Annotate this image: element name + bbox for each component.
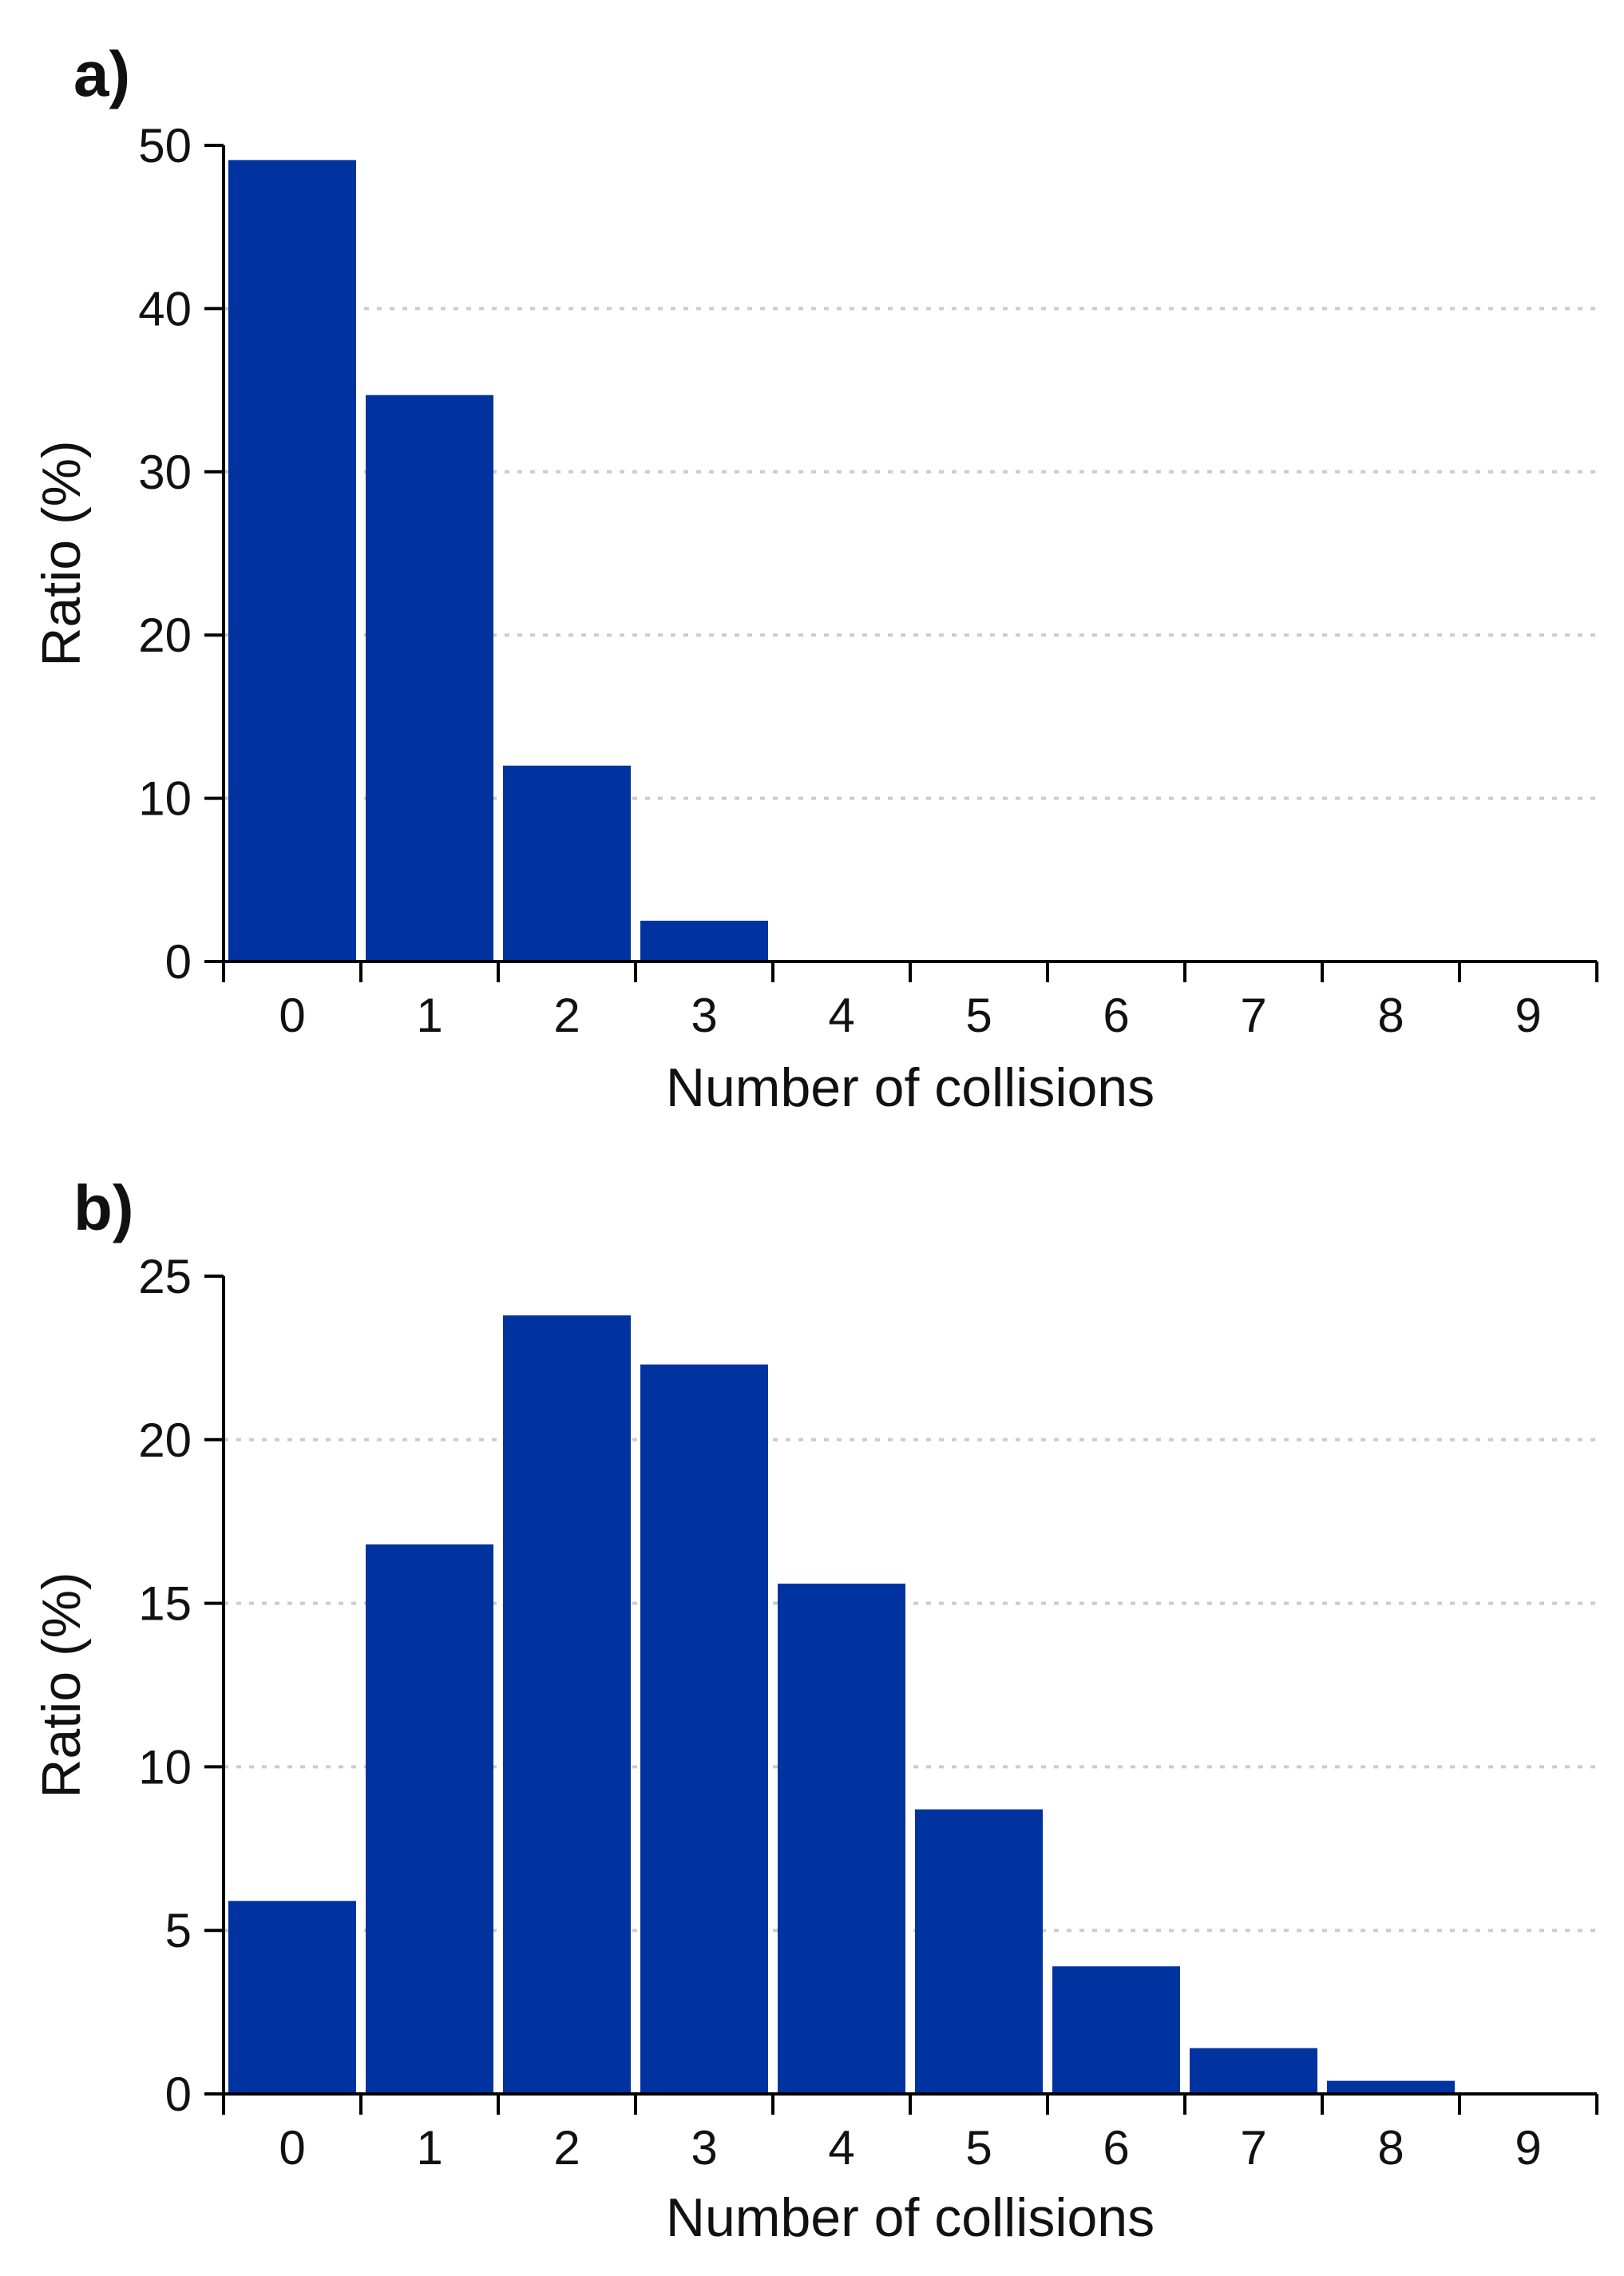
x-axis-title: Number of collisions xyxy=(666,1057,1155,1118)
x-tick-label: 9 xyxy=(1515,2121,1541,2175)
x-tick-label: 8 xyxy=(1377,989,1404,1042)
x-tick-label: 7 xyxy=(1240,2121,1266,2175)
x-tick-label: 1 xyxy=(416,2121,442,2175)
bar-6 xyxy=(1052,1966,1180,2094)
chart-panel-b: b) 0 5 10 15 20 25 0 1 2 3 4 5 6 7 8 9 Number of collisio… xyxy=(31,1172,1598,2248)
x-tick-label: 2 xyxy=(553,2121,580,2175)
x-tick-label: 5 xyxy=(965,2121,992,2175)
y-tick-label: 15 xyxy=(138,1577,192,1631)
y-tick-label: 0 xyxy=(165,935,192,989)
y-tick-label: 10 xyxy=(138,772,192,826)
bar-5 xyxy=(915,1809,1043,2094)
y-tick-label: 30 xyxy=(138,446,192,499)
y-tick-label: 5 xyxy=(165,1904,192,1957)
y-tick-label: 40 xyxy=(138,282,192,335)
panel-label: b) xyxy=(73,1172,134,1243)
x-tick-label: 6 xyxy=(1103,989,1129,1042)
bar-3 xyxy=(640,920,768,962)
x-tick-label: 4 xyxy=(828,989,854,1042)
bar-8 xyxy=(1327,2080,1455,2094)
y-axis-title: Ratio (%) xyxy=(31,1572,92,1798)
bar-0 xyxy=(228,160,356,962)
bar-4 xyxy=(778,1584,905,2094)
x-tick-label: 4 xyxy=(828,2121,854,2175)
x-tick-label: 2 xyxy=(553,989,580,1042)
y-axis-title: Ratio (%) xyxy=(31,440,92,666)
y-tick-label: 20 xyxy=(138,1414,192,1467)
y-tick-label: 20 xyxy=(138,609,192,662)
x-tick-label: 8 xyxy=(1377,2121,1404,2175)
bar-1 xyxy=(366,1544,493,2094)
y-tick-label: 10 xyxy=(138,1740,192,1794)
bar-0 xyxy=(228,1901,356,2094)
x-axis-title: Number of collisions xyxy=(666,2187,1155,2248)
x-tick-label: 3 xyxy=(691,2121,717,2175)
bar-3 xyxy=(640,1364,768,2094)
bar-1 xyxy=(366,395,493,962)
bar-2 xyxy=(503,765,631,962)
x-tick-label: 5 xyxy=(965,989,992,1042)
x-tick-label: 1 xyxy=(416,989,442,1042)
x-tick-label: 7 xyxy=(1240,989,1266,1042)
panel-label: a) xyxy=(73,38,130,109)
x-tick-label: 3 xyxy=(691,989,717,1042)
y-tick-label: 25 xyxy=(138,1250,192,1303)
chart-panel-a: a) 0 10 20 30 40 50 0 1 2 3 4 5 6 7 8 9 Number of collisi… xyxy=(31,38,1598,1118)
x-tick-label: 9 xyxy=(1515,989,1541,1042)
x-tick-label: 0 xyxy=(279,2121,305,2175)
y-tick-label: 50 xyxy=(138,119,192,172)
bar-2 xyxy=(503,1315,631,2094)
bar-7 xyxy=(1190,2048,1317,2094)
x-tick-label: 6 xyxy=(1103,2121,1129,2175)
x-tick-label: 0 xyxy=(279,989,305,1042)
y-tick-label: 0 xyxy=(165,2068,192,2121)
